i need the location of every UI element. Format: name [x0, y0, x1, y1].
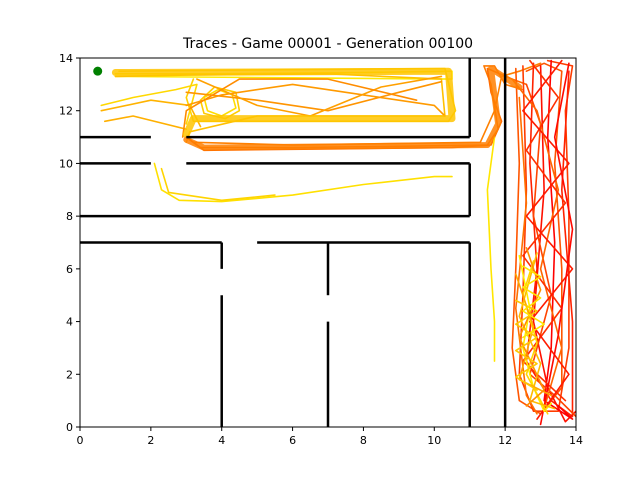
traces-layer: [100, 59, 576, 426]
trace-line-34: [514, 299, 538, 391]
trace-line-26: [522, 59, 574, 420]
y-tick-label: 4: [66, 316, 73, 329]
trace-line-28: [514, 96, 538, 415]
trace-line-35: [522, 265, 545, 339]
trace-line-11: [181, 78, 418, 138]
y-tick-label: 6: [66, 263, 73, 276]
x-axis: 0 2 4 6 8 10 12 14: [77, 427, 583, 447]
trace-line-7: [199, 86, 241, 120]
trace-line-24: [511, 78, 563, 410]
walls-layer: [80, 58, 507, 427]
start-point-marker: [93, 66, 103, 76]
x-tick-label: 4: [218, 434, 225, 447]
plot-frame: [79, 57, 577, 428]
trace-line-31: [518, 252, 556, 410]
x-tick-label: 8: [360, 434, 367, 447]
x-tick-label: 14: [569, 434, 583, 447]
trace-line-9: [185, 80, 443, 112]
trace-line-25: [522, 59, 567, 402]
y-tick-label: 10: [59, 157, 73, 170]
trace-line-5: [104, 115, 188, 130]
start-marker-layer: [93, 66, 103, 76]
y-axis: 0 2 4 6 8 10 12 14: [59, 52, 80, 434]
trace-line-16: [160, 167, 276, 202]
y-tick-label: 8: [66, 210, 73, 223]
y-tick-label: 14: [59, 52, 73, 65]
trace-line-6: [203, 88, 237, 117]
y-tick-label: 12: [59, 105, 73, 118]
x-tick-label: 2: [147, 434, 154, 447]
x-tick-label: 12: [498, 434, 512, 447]
chart-title: Traces - Game 00001 - Generation 00100: [182, 36, 473, 52]
trace-band-0: [111, 67, 456, 138]
x-tick-label: 6: [289, 434, 296, 447]
trace-line-8: [185, 83, 446, 117]
trace-line-33: [518, 247, 545, 407]
trace-line-15: [153, 162, 453, 203]
x-tick-label: 0: [77, 434, 84, 447]
y-tick-label: 0: [66, 421, 73, 434]
trace-line-17: [486, 136, 496, 362]
trace-line-27: [539, 62, 574, 426]
x-tick-label: 10: [427, 434, 441, 447]
trace-line-21: [532, 65, 576, 423]
y-tick-label: 2: [66, 368, 73, 381]
trace-band-1: [183, 65, 523, 151]
trace-line-3: [100, 83, 198, 125]
trace-line-22: [543, 59, 574, 420]
trace-line-20: [525, 62, 574, 418]
